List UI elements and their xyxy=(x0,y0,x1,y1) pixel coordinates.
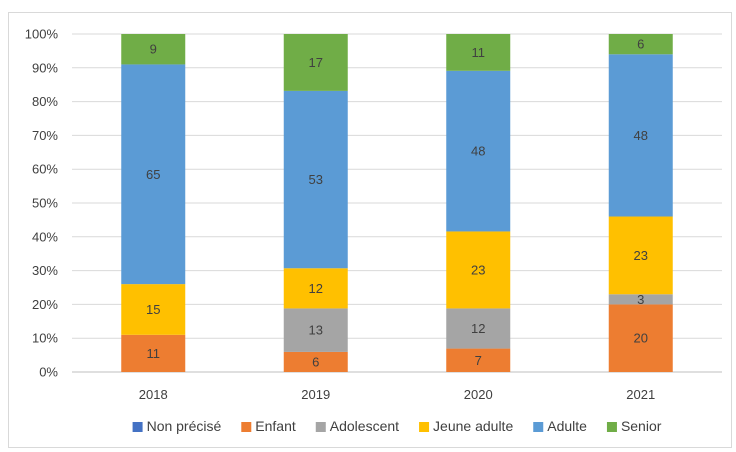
bar-segment xyxy=(446,70,511,232)
bar-segment xyxy=(121,34,186,65)
data-label: 65 xyxy=(146,167,160,182)
legend-label: Non précisé xyxy=(147,418,222,434)
data-label: 23 xyxy=(471,262,485,277)
bar-segment xyxy=(121,284,186,335)
y-tick-label: 90% xyxy=(32,60,58,75)
legend-item: Jeune adulte xyxy=(419,418,513,434)
chart-frame xyxy=(8,12,732,448)
data-label: 23 xyxy=(634,248,648,263)
bar-segment xyxy=(608,294,673,305)
bar-segment xyxy=(608,216,673,295)
legend-swatch xyxy=(606,422,617,432)
legend-item: Enfant xyxy=(241,418,296,434)
data-label: 3 xyxy=(637,292,644,307)
data-label: 15 xyxy=(146,302,160,317)
data-label: 53 xyxy=(309,172,323,187)
legend-swatch xyxy=(241,422,252,432)
x-tick-label: 2019 xyxy=(301,387,330,402)
y-tick-label: 70% xyxy=(32,128,58,143)
data-label: 6 xyxy=(312,354,319,369)
x-axis-ticks: 2018 2019 2020 2021 xyxy=(139,387,655,402)
data-labels: 11 15 65 9 6 13 12 53 17 7 12 23 48 11 20 3 23 48 6 xyxy=(146,37,648,370)
y-tick-label: 60% xyxy=(32,162,58,177)
bar-segment xyxy=(608,54,673,217)
x-tick-label: 2020 xyxy=(464,387,493,402)
y-tick-label: 50% xyxy=(32,196,58,211)
legend-label: Enfant xyxy=(255,418,296,434)
x-tick-label: 2021 xyxy=(626,387,655,402)
data-label: 48 xyxy=(634,128,648,143)
bar-segment xyxy=(283,34,348,91)
data-label: 11 xyxy=(147,346,161,361)
data-label: 48 xyxy=(471,144,485,159)
x-tick-label: 2018 xyxy=(139,387,168,402)
legend-item: Senior xyxy=(606,418,662,434)
legend-label: Adulte xyxy=(547,418,587,434)
legend-swatch xyxy=(419,422,430,432)
data-label: 17 xyxy=(309,55,323,70)
legend-label: Adolescent xyxy=(330,418,399,434)
y-tick-label: 40% xyxy=(32,229,58,244)
bars xyxy=(121,34,673,372)
data-label: 7 xyxy=(475,353,482,368)
bar-segment xyxy=(608,34,673,55)
data-label: 12 xyxy=(471,321,485,336)
bar-segment xyxy=(283,308,348,352)
data-label: 20 xyxy=(634,331,648,346)
legend-item: Adolescent xyxy=(315,418,399,434)
legend-swatch xyxy=(132,422,143,432)
bar-segment xyxy=(446,231,511,309)
data-label: 6 xyxy=(637,37,644,52)
data-label: 13 xyxy=(309,323,323,338)
bar-segment xyxy=(283,351,348,372)
legend-item: Adulte xyxy=(533,418,587,434)
data-label: 11 xyxy=(472,45,486,60)
y-tick-label: 10% xyxy=(32,331,58,346)
bar-segment xyxy=(446,308,511,349)
bar-segment xyxy=(121,334,186,372)
bar-segment xyxy=(283,268,348,309)
y-tick-label: 0% xyxy=(39,365,58,380)
bar-segment xyxy=(446,34,511,71)
legend: Non précisé Enfant Adolescent Jeune adulte A… xyxy=(132,418,662,434)
bar-segment xyxy=(283,90,348,269)
legend-swatch xyxy=(533,422,544,432)
legend-item: Non précisé xyxy=(132,418,222,434)
y-axis-ticks: 0% 10% 20% 30% 40% 50% 60% 70% 80% 90% 100% xyxy=(25,27,59,380)
bar-segment xyxy=(446,348,511,372)
data-label: 12 xyxy=(309,281,323,296)
bar-segment xyxy=(121,64,186,285)
legend-label: Senior xyxy=(621,418,662,434)
y-tick-label: 100% xyxy=(25,27,59,42)
bar-segment xyxy=(608,304,673,372)
legend-label: Jeune adulte xyxy=(433,418,513,434)
y-tick-label: 80% xyxy=(32,94,58,109)
y-tick-label: 20% xyxy=(32,297,58,312)
y-tick-label: 30% xyxy=(32,263,58,278)
legend-swatch xyxy=(315,422,326,432)
data-label: 9 xyxy=(150,42,157,57)
